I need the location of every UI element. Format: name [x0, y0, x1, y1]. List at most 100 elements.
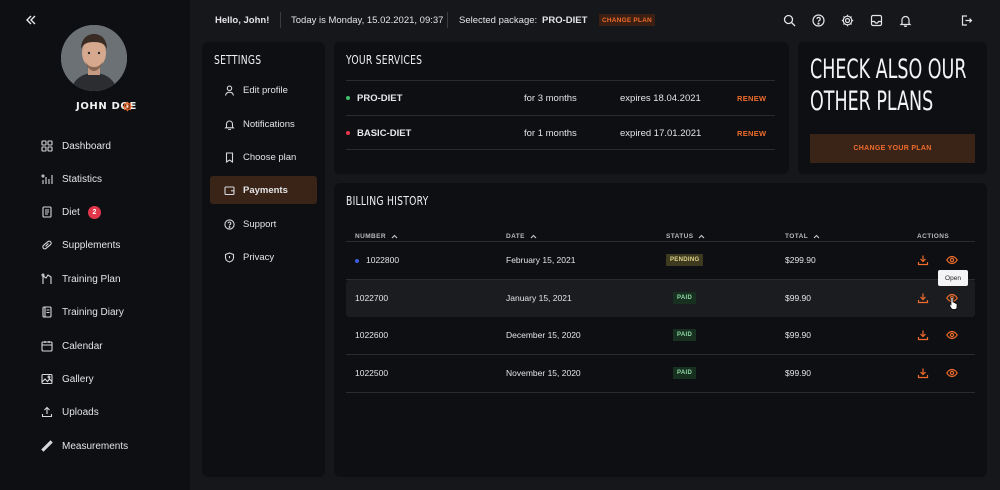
column-header-actions: ACTIONS [917, 225, 949, 247]
help-icon[interactable] [812, 14, 825, 27]
column-header-status[interactable]: STATUS [666, 225, 705, 247]
sidebar-item-label: Gallery [62, 373, 94, 385]
divider [346, 354, 975, 355]
sidebar-item-gallery[interactable]: Gallery [0, 368, 190, 390]
sidebar-item-label: Measurements [62, 440, 129, 452]
column-header-label: ACTIONS [917, 232, 950, 240]
gear-icon[interactable] [841, 14, 854, 27]
settings-item-label: Payments [243, 184, 288, 196]
services-title: YOUR SERVICES [346, 52, 423, 67]
invoice-number: 1022800 [366, 255, 400, 265]
promo-title-line: CHECK ALSO OUR [810, 54, 967, 85]
profile-settings-icon[interactable] [122, 101, 133, 112]
status-badge: PAID [673, 292, 697, 304]
divider [346, 279, 975, 280]
sidebar-item-measurements[interactable]: Measurements [0, 435, 190, 457]
service-expiry: expired 17.01.2021 [620, 128, 702, 139]
sort-up-icon [813, 233, 820, 240]
promo-panel: CHECK ALSO OUR OTHER PLANS CHANGE YOUR P… [798, 42, 987, 174]
open-tooltip: Open [938, 270, 968, 286]
column-header-total[interactable]: TOTAL [785, 225, 820, 247]
eye-icon[interactable] [946, 367, 958, 379]
sidebar: JOHN DOE Dashboard Statistics Diet 2 Sup… [0, 0, 190, 490]
settings-item-label: Choose plan [243, 151, 297, 163]
search-icon[interactable] [783, 14, 796, 27]
promo-title-line: OTHER PLANS [810, 86, 934, 117]
sidebar-item-label: Training Plan [62, 273, 121, 285]
settings-item-edit-profile[interactable]: Edit profile [210, 76, 317, 104]
invoice-total: $299.90 [785, 255, 816, 265]
download-icon[interactable] [917, 254, 929, 266]
statistics-icon [41, 173, 53, 185]
service-duration: for 3 months [524, 93, 577, 104]
logout-icon[interactable] [960, 14, 973, 27]
gallery-icon [41, 373, 53, 385]
settings-title: SETTINGS [214, 52, 262, 67]
diet-badge: 2 [88, 206, 101, 219]
settings-item-payments[interactable]: Payments [210, 176, 317, 204]
pill-icon [41, 239, 53, 251]
new-invoice-dot [355, 259, 359, 263]
renew-button[interactable]: RENEW [737, 129, 767, 138]
sidebar-item-uploads[interactable]: Uploads [0, 401, 190, 423]
column-header-label: TOTAL [785, 232, 809, 240]
invoice-date: November 15, 2020 [506, 368, 581, 378]
diary-icon [41, 306, 53, 318]
status-badge: PAID [673, 329, 697, 341]
promo-title: CHECK ALSO OUR OTHER PLANS [810, 54, 967, 118]
status-dot [346, 131, 350, 135]
service-duration: for 1 months [524, 128, 577, 139]
sidebar-item-dashboard[interactable]: Dashboard [0, 135, 190, 157]
divider [280, 12, 281, 28]
settings-panel: SETTINGS Edit profile Notifications Choo… [202, 42, 325, 477]
service-expiry: expires 18.04.2021 [620, 93, 701, 104]
selected-package: PRO-DIET [542, 15, 588, 26]
change-plan-link[interactable]: CHANGE PLAN [599, 14, 655, 26]
table-row: 1022800 February 15, 2021 PENDING $299.9… [346, 242, 975, 279]
eye-icon[interactable] [946, 329, 958, 341]
download-icon[interactable] [917, 329, 929, 341]
hand-cursor-icon [949, 296, 959, 310]
invoice-date: December 15, 2020 [506, 330, 581, 340]
sort-up-icon [698, 233, 705, 240]
sidebar-item-calendar[interactable]: Calendar [0, 335, 190, 357]
sidebar-item-diet[interactable]: Diet 2 [0, 201, 190, 223]
settings-item-label: Notifications [243, 118, 295, 130]
training-plan-icon [41, 273, 53, 285]
bell-icon[interactable] [899, 14, 912, 27]
avatar[interactable] [61, 25, 127, 91]
eye-icon[interactable] [946, 254, 958, 266]
settings-item-privacy[interactable]: Privacy [210, 243, 317, 271]
status-badge: PENDING [666, 254, 704, 266]
settings-item-support[interactable]: Support [210, 210, 317, 238]
column-header-number[interactable]: NUMBER [355, 225, 398, 247]
sidebar-item-statistics[interactable]: Statistics [0, 168, 190, 190]
diet-icon [41, 206, 53, 218]
invoice-total: $99.90 [785, 368, 811, 378]
renew-button[interactable]: RENEW [737, 94, 767, 103]
settings-item-notifications[interactable]: Notifications [210, 110, 317, 138]
invoice-date: January 15, 2021 [506, 293, 572, 303]
change-your-plan-button[interactable]: CHANGE YOUR PLAN [810, 134, 975, 163]
status-dot [346, 96, 350, 100]
column-header-label: DATE [506, 232, 525, 240]
sidebar-item-training-plan[interactable]: Training Plan [0, 268, 190, 290]
download-icon[interactable] [917, 292, 929, 304]
download-icon[interactable] [917, 367, 929, 379]
shield-icon [224, 251, 235, 263]
ruler-icon [41, 440, 53, 452]
help-icon [224, 218, 235, 230]
invoice-number: 1022700 [355, 293, 389, 303]
column-header-date[interactable]: DATE [506, 225, 537, 247]
sidebar-item-supplements[interactable]: Supplements [0, 234, 190, 256]
billing-history-panel: BILLING HISTORY NUMBER DATE STATUS TOTAL… [334, 183, 987, 477]
greeting: Hello, John! [215, 15, 270, 26]
user-icon [224, 85, 235, 96]
collapse-sidebar-icon[interactable] [24, 13, 38, 27]
inbox-icon[interactable] [870, 14, 883, 27]
sidebar-item-training-diary[interactable]: Training Diary [0, 301, 190, 323]
calendar-icon [41, 340, 53, 352]
sidebar-item-label: Training Diary [62, 306, 124, 318]
settings-item-choose-plan[interactable]: Choose plan [210, 143, 317, 171]
status-badge: PAID [673, 367, 697, 379]
